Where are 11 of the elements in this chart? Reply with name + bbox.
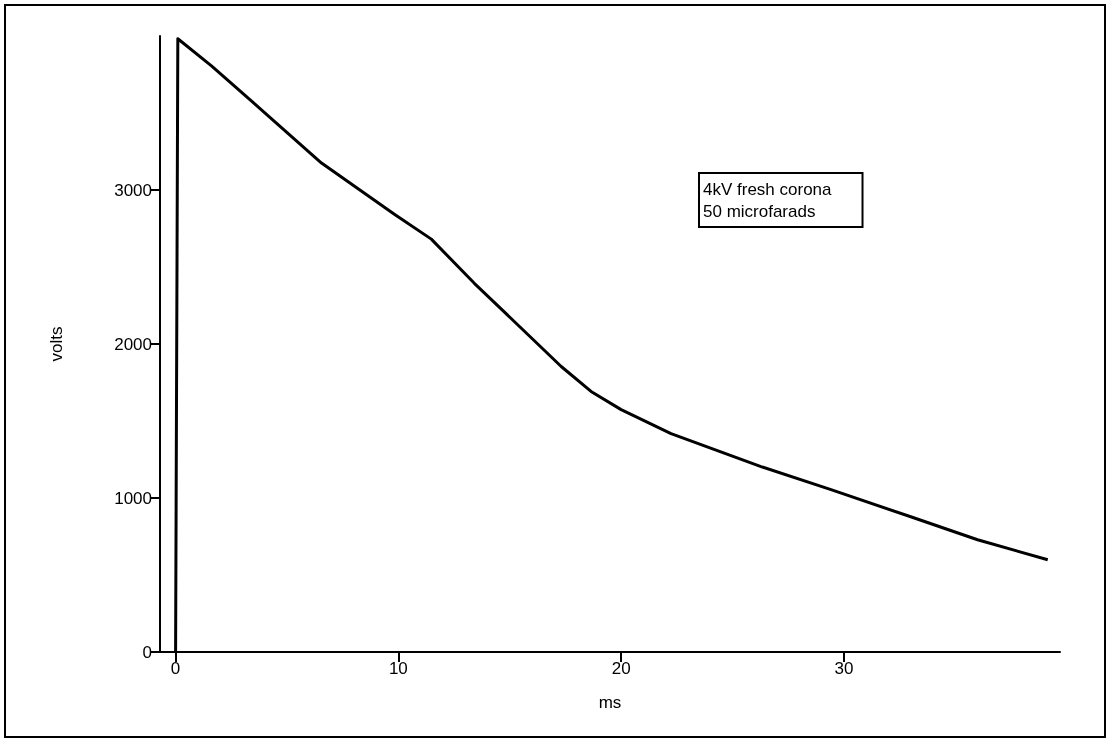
x-tick-label: 20: [611, 659, 631, 678]
x-tick-label: 0: [170, 659, 181, 678]
x-tick-label: 30: [834, 659, 854, 678]
x-axis-title: ms: [598, 693, 622, 712]
y-tick-label: 1000: [114, 488, 152, 508]
annotation: 4kV fresh corona: [703, 179, 833, 199]
y-tick-label: 3000: [114, 180, 152, 200]
y-tick-label: 2000: [114, 334, 152, 354]
x-tick-label: 10: [388, 659, 408, 678]
annotation: 50 microfarads: [703, 201, 816, 221]
y-axis-title: volts: [47, 326, 66, 362]
